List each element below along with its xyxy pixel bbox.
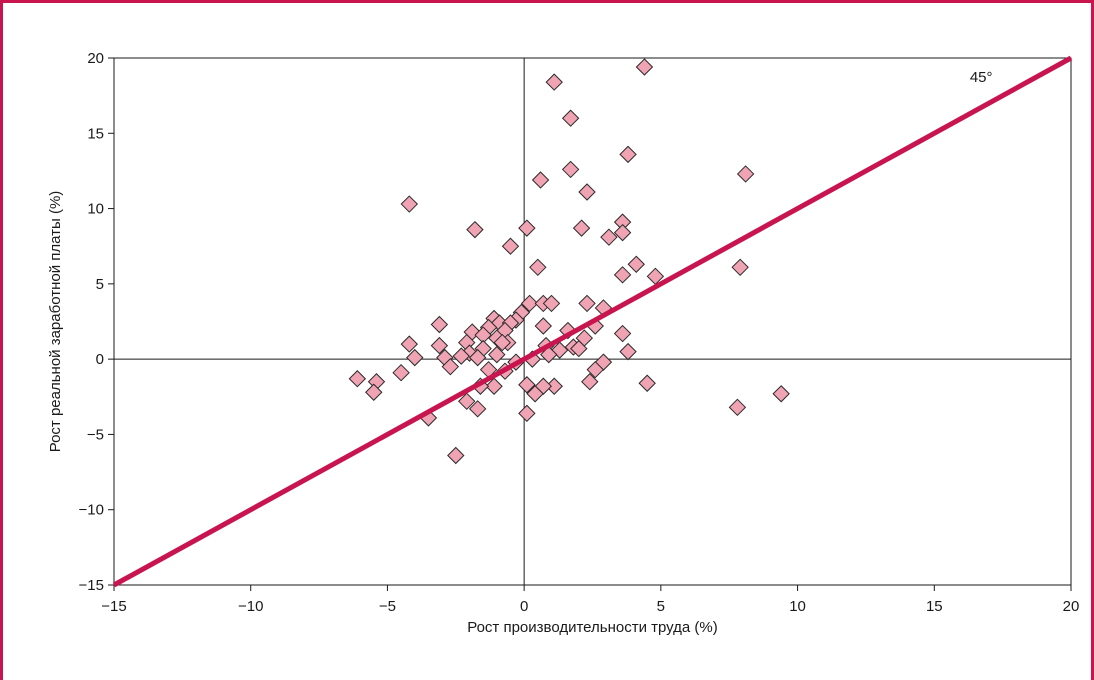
data-point [526, 385, 544, 403]
y-tick-label: 15 [87, 125, 104, 142]
x-tick-label: −15 [101, 598, 126, 615]
plot-area [113, 57, 1072, 586]
x-tick-label: −5 [379, 598, 396, 615]
data-point [572, 219, 591, 237]
reference-45-line [112, 55, 1073, 588]
data-point [441, 357, 460, 376]
data-point [485, 377, 503, 395]
data-point [466, 220, 484, 239]
data-point [613, 324, 632, 343]
data-point [518, 404, 536, 423]
data-point [534, 317, 552, 335]
data-point [613, 223, 632, 242]
y-axis: −15 −10 −5 0 5 10 15 20 [79, 50, 114, 594]
data-point [529, 258, 547, 277]
x-tick-label: 5 [657, 598, 665, 615]
data-point [348, 370, 367, 388]
y-axis-title: Рост реальной заработной платы (%) [47, 191, 64, 453]
data-point [518, 376, 536, 394]
data-point [570, 339, 588, 358]
data-point [400, 335, 419, 353]
data-point [772, 385, 790, 403]
line-label-45: 45° [970, 69, 993, 86]
data-point [392, 363, 410, 382]
data-point [586, 360, 604, 379]
data-point [447, 446, 465, 465]
data-point [400, 195, 419, 213]
x-tick-label: 0 [520, 598, 528, 615]
data-points [348, 58, 790, 465]
data-point [638, 374, 656, 392]
y-tick-label: −15 [79, 577, 104, 594]
data-point [731, 258, 749, 277]
data-point [561, 160, 580, 179]
y-tick-label: −10 [79, 502, 104, 519]
data-point [581, 373, 599, 391]
data-point [619, 342, 637, 361]
y-tick-label: 20 [87, 50, 104, 67]
data-point [493, 333, 511, 352]
data-point [458, 392, 476, 411]
data-point [728, 398, 747, 417]
data-point [578, 183, 596, 201]
x-axis: −15 −10 −5 0 5 10 15 20 [101, 585, 1079, 615]
data-point [561, 109, 580, 127]
data-point [627, 255, 645, 273]
x-tick-label: 10 [789, 598, 806, 615]
data-point [468, 348, 487, 367]
y-tick-label: −5 [87, 426, 104, 443]
data-point [736, 165, 755, 183]
data-point [520, 294, 539, 313]
data-point [531, 171, 550, 189]
data-point [365, 383, 383, 401]
y-tick-label: 5 [96, 276, 104, 293]
data-point [468, 400, 487, 418]
x-axis-title: Рост производительности труда (%) [467, 619, 718, 636]
data-point [406, 348, 424, 367]
data-point [452, 347, 470, 365]
data-point [542, 294, 561, 313]
data-point [488, 345, 506, 364]
data-point [613, 266, 632, 284]
data-point [619, 145, 637, 164]
data-point [600, 228, 618, 246]
x-tick-label: −10 [238, 598, 263, 615]
data-point [430, 336, 449, 355]
y-tick-label: 10 [87, 201, 104, 218]
data-point [578, 294, 596, 313]
data-point [501, 237, 520, 255]
data-point [430, 315, 449, 334]
data-point [545, 73, 563, 91]
data-point [635, 58, 654, 76]
y-tick-label: 0 [96, 351, 104, 368]
data-point [518, 219, 536, 237]
x-tick-label: 20 [1063, 598, 1080, 615]
x-tick-label: 15 [926, 598, 943, 615]
